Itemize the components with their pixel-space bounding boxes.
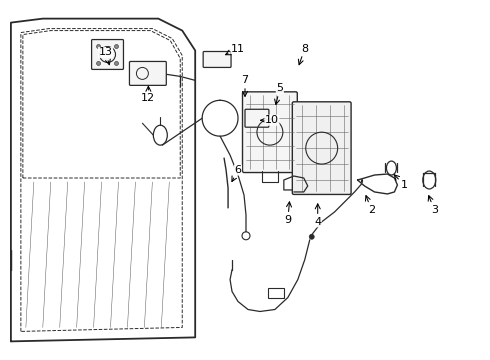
FancyBboxPatch shape: [243, 92, 297, 172]
Circle shape: [115, 45, 119, 49]
Text: 6: 6: [232, 165, 242, 181]
FancyBboxPatch shape: [203, 51, 231, 67]
FancyBboxPatch shape: [129, 62, 166, 85]
Text: 8: 8: [298, 44, 308, 65]
FancyBboxPatch shape: [293, 102, 351, 194]
FancyBboxPatch shape: [245, 109, 269, 127]
Text: 7: 7: [242, 75, 248, 96]
Circle shape: [97, 45, 100, 49]
Text: 11: 11: [225, 44, 245, 55]
Bar: [268, 288, 284, 298]
Circle shape: [309, 234, 314, 239]
Text: 4: 4: [314, 204, 321, 227]
Text: 2: 2: [366, 195, 375, 215]
Circle shape: [115, 62, 119, 66]
FancyBboxPatch shape: [92, 40, 123, 69]
Text: 13: 13: [98, 48, 113, 65]
Text: 10: 10: [261, 115, 279, 125]
Text: 9: 9: [284, 202, 292, 225]
Text: 3: 3: [428, 195, 438, 215]
Text: 12: 12: [141, 86, 155, 103]
Text: 1: 1: [394, 175, 408, 190]
Circle shape: [97, 62, 100, 66]
Text: 5: 5: [274, 84, 283, 104]
